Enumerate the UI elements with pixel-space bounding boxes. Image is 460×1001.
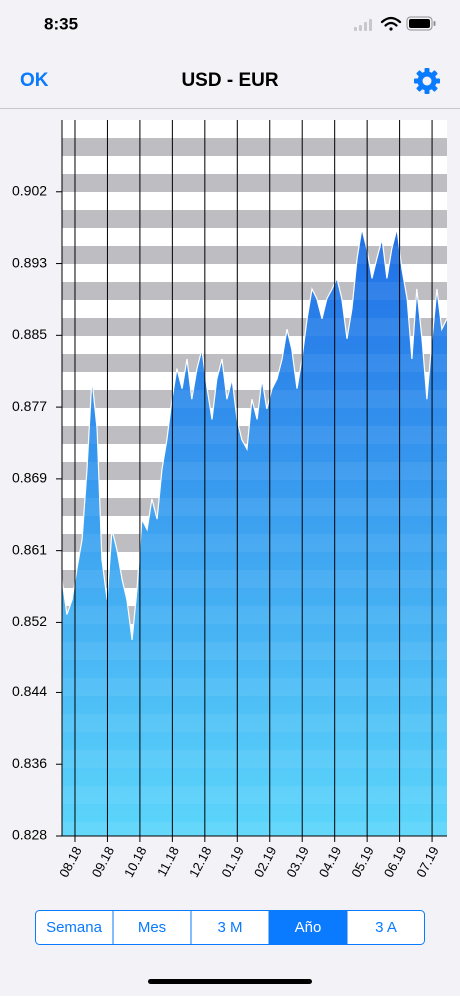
home-indicator <box>148 979 312 984</box>
y-tick-label: 0.844 <box>12 683 47 699</box>
area-texture <box>62 228 447 836</box>
y-tick-label: 0.902 <box>12 182 47 198</box>
y-tick-label: 0.828 <box>12 827 47 843</box>
y-tick-label: 0.836 <box>12 755 47 771</box>
settings-button[interactable] <box>414 68 440 94</box>
y-tick-label: 0.852 <box>12 613 47 629</box>
signal-icon <box>354 19 372 31</box>
segment-label[interactable]: Año <box>295 919 322 936</box>
ok-button[interactable]: OK <box>20 70 49 91</box>
chart: 08.18 09.18 10.18 11.18 12.18 01.19 02.19 03.19… <box>12 120 448 880</box>
segment-selected[interactable] <box>269 910 347 945</box>
status-time: 8:35 <box>44 14 78 33</box>
y-tick-label: 0.861 <box>12 541 47 557</box>
segment-label[interactable]: Mes <box>138 919 166 936</box>
area-outline <box>61 228 448 640</box>
segment-label[interactable]: Semana <box>46 919 103 936</box>
y-tick-label: 0.869 <box>12 470 47 486</box>
y-tick-label: 0.877 <box>12 398 47 414</box>
nav-title: USD - EUR <box>181 70 278 91</box>
segmented-control: Semana Mes 3 M Año 3 A <box>35 910 425 945</box>
segment-label[interactable]: 3 A <box>375 919 397 936</box>
y-tick-label: 0.893 <box>12 254 47 270</box>
segment-label[interactable]: 3 M <box>217 919 242 936</box>
wifi-icon <box>380 16 402 31</box>
y-tick-label: 0.885 <box>12 326 47 342</box>
battery-icon <box>406 16 436 31</box>
